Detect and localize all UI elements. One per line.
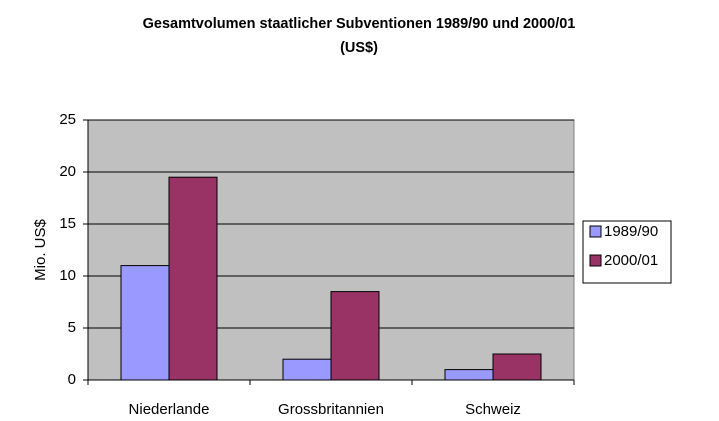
y-axis-label: Mio. US$ bbox=[32, 219, 49, 281]
bar bbox=[120, 265, 170, 381]
legend-label: 1989/90 bbox=[604, 223, 658, 240]
y-tick-label: 10 bbox=[59, 267, 76, 284]
y-tick-label: 0 bbox=[68, 371, 76, 388]
y-tick-label: 20 bbox=[59, 163, 76, 180]
bar bbox=[282, 358, 332, 381]
x-tick-label: Grossbritannien bbox=[278, 401, 384, 418]
y-tick-label: 15 bbox=[59, 215, 76, 232]
chart-title: Gesamtvolumen staatlicher Subventionen 1… bbox=[142, 16, 576, 56]
bar bbox=[168, 176, 218, 381]
legend-swatch bbox=[589, 254, 602, 267]
legend-label: 2000/01 bbox=[604, 252, 658, 269]
x-tick-label: Niederlande bbox=[129, 401, 210, 418]
legend-swatch bbox=[589, 225, 602, 238]
y-tick-label: 5 bbox=[68, 319, 76, 336]
bar bbox=[330, 291, 380, 381]
bar bbox=[444, 369, 494, 381]
x-tick-label: Schweiz bbox=[465, 401, 521, 418]
y-tick-label: 25 bbox=[59, 111, 76, 128]
bar bbox=[492, 353, 542, 381]
